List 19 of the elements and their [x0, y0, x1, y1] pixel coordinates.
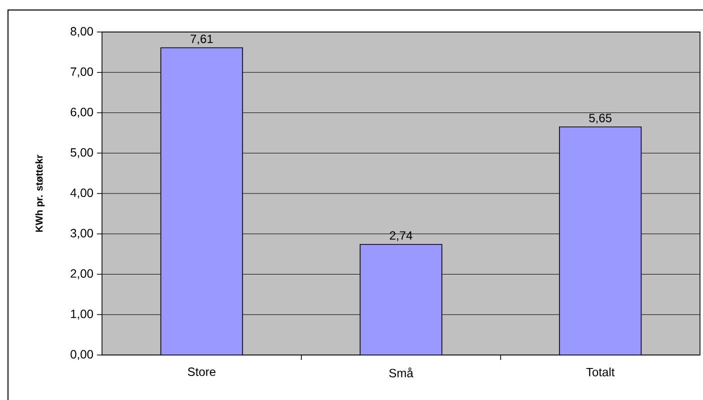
x-tick-label: Små: [389, 368, 414, 378]
y-tick-label: 5,00: [70, 148, 94, 158]
x-tick-label: Totalt: [586, 368, 615, 376]
y-axis-title: KWh pr. støttekr: [35, 154, 45, 232]
y-tick-label: 2,00: [70, 269, 94, 280]
data-label: 2,74: [390, 231, 412, 242]
y-tick-label: 1,00: [71, 310, 94, 320]
y-tick-label: 8,00: [70, 27, 94, 37]
bar: [360, 244, 442, 355]
y-tick-label: 6,00: [70, 108, 94, 118]
data-label: 7,61: [190, 34, 213, 45]
y-tick-label: 4,00: [70, 188, 94, 198]
y-tick-label: 3,00: [70, 228, 94, 239]
bar: [559, 126, 642, 355]
x-tick-label: Store: [188, 368, 216, 376]
y-tick-label: 0,00: [70, 350, 94, 360]
data-label: 5,65: [589, 114, 612, 124]
y-tick-label: 7,00: [70, 67, 94, 78]
bar: [160, 47, 243, 355]
